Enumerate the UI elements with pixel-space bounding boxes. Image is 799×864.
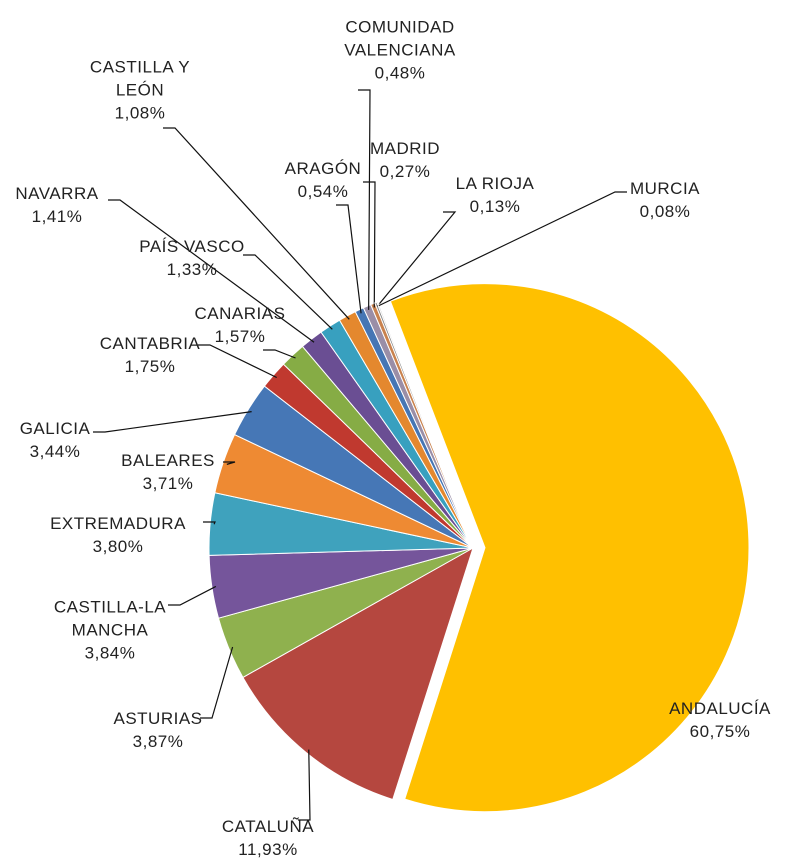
category-name: CATALUÑA (221, 817, 315, 836)
category-name: CANARIAS (194, 304, 286, 323)
value-label: 0,27% (379, 162, 431, 181)
value-label: 0,13% (469, 197, 521, 216)
value-label: 0,54% (297, 182, 349, 201)
data-label: ANDALUCÍA 60,75% (660, 697, 780, 743)
value-label: 1,75% (124, 357, 176, 376)
category-name: COMUNIDAD VALENCIANA (344, 17, 456, 60)
pie-slice (376, 301, 474, 549)
category-name: CASTILLA-LA MANCHA (53, 597, 167, 640)
data-label: COMUNIDAD VALENCIANA 0,48% (325, 16, 475, 85)
value-label: 3,84% (84, 643, 136, 663)
data-label: ASTURIAS 3,87% (103, 707, 213, 753)
leader-line (243, 254, 333, 330)
category-name: GALICIA (19, 419, 91, 438)
value-label: 3,44% (29, 442, 81, 461)
leader-line (200, 646, 234, 719)
category-name: ASTURIAS (113, 709, 203, 728)
data-label: BALEARES 3,71% (108, 449, 228, 495)
data-label: CATALUÑA 11,93% (208, 815, 328, 861)
category-name: LA RIOJA (455, 174, 535, 193)
value-label: 0,48% (374, 63, 426, 83)
data-label: EXTREMADURA 3,80% (18, 512, 218, 558)
leader-line (358, 89, 371, 310)
leader-line (376, 211, 457, 307)
leader-line (223, 461, 236, 465)
category-name: CANTABRIA (99, 334, 201, 353)
category-name: BALEARES (121, 451, 215, 470)
data-label: CANARIAS 1,57% (190, 302, 290, 348)
data-label: CASTILLA-LA MANCHA 3,84% (35, 596, 185, 665)
leader-line (93, 411, 252, 433)
value-label: 3,80% (92, 537, 144, 556)
data-label: CASTILLA Y LEÓN 1,08% (80, 56, 200, 125)
value-label: 3,87% (132, 732, 184, 751)
category-name: PAÍS VASCO (139, 237, 245, 256)
value-label: 60,75% (689, 722, 751, 741)
value-label: 1,33% (166, 260, 218, 279)
category-name: CASTILLA Y LEÓN (89, 57, 191, 100)
leader-line (363, 181, 376, 308)
pie-slice (389, 283, 750, 813)
category-name: MADRID (369, 139, 441, 158)
category-name: NAVARRA (15, 184, 99, 203)
category-name: ANDALUCÍA (669, 699, 771, 718)
data-label: ARAGÓN 0,54% (278, 157, 368, 203)
data-label: NAVARRA 1,41% (0, 182, 117, 228)
value-label: 1,08% (114, 103, 166, 123)
leader-line (203, 521, 216, 525)
leader-line (108, 199, 315, 343)
category-name: ARAGÓN (284, 159, 362, 178)
data-label: LA RIOJA 0,13% (450, 172, 540, 218)
leader-line (163, 127, 350, 320)
pie-slice (242, 546, 474, 801)
category-name: EXTREMADURA (50, 514, 186, 533)
value-label: 3,71% (142, 474, 194, 493)
data-label: CANTABRIA 1,75% (90, 332, 210, 378)
value-label: 0,08% (639, 202, 691, 221)
data-label: PAÍS VASCO 1,33% (127, 235, 257, 281)
value-label: 11,93% (238, 840, 298, 859)
data-label: GALICIA 3,44% (10, 417, 100, 463)
value-label: 1,41% (31, 207, 83, 226)
leader-line (198, 344, 277, 379)
value-label: 1,57% (214, 327, 266, 346)
category-name: MURCIA (629, 179, 701, 198)
data-label: MURCIA 0,08% (620, 177, 710, 223)
leader-line (298, 749, 311, 821)
leader-line (336, 204, 362, 314)
leader-line (168, 585, 217, 606)
data-label: MADRID 0,27% (360, 137, 450, 183)
leader-line (378, 191, 627, 307)
leader-line (263, 349, 296, 359)
